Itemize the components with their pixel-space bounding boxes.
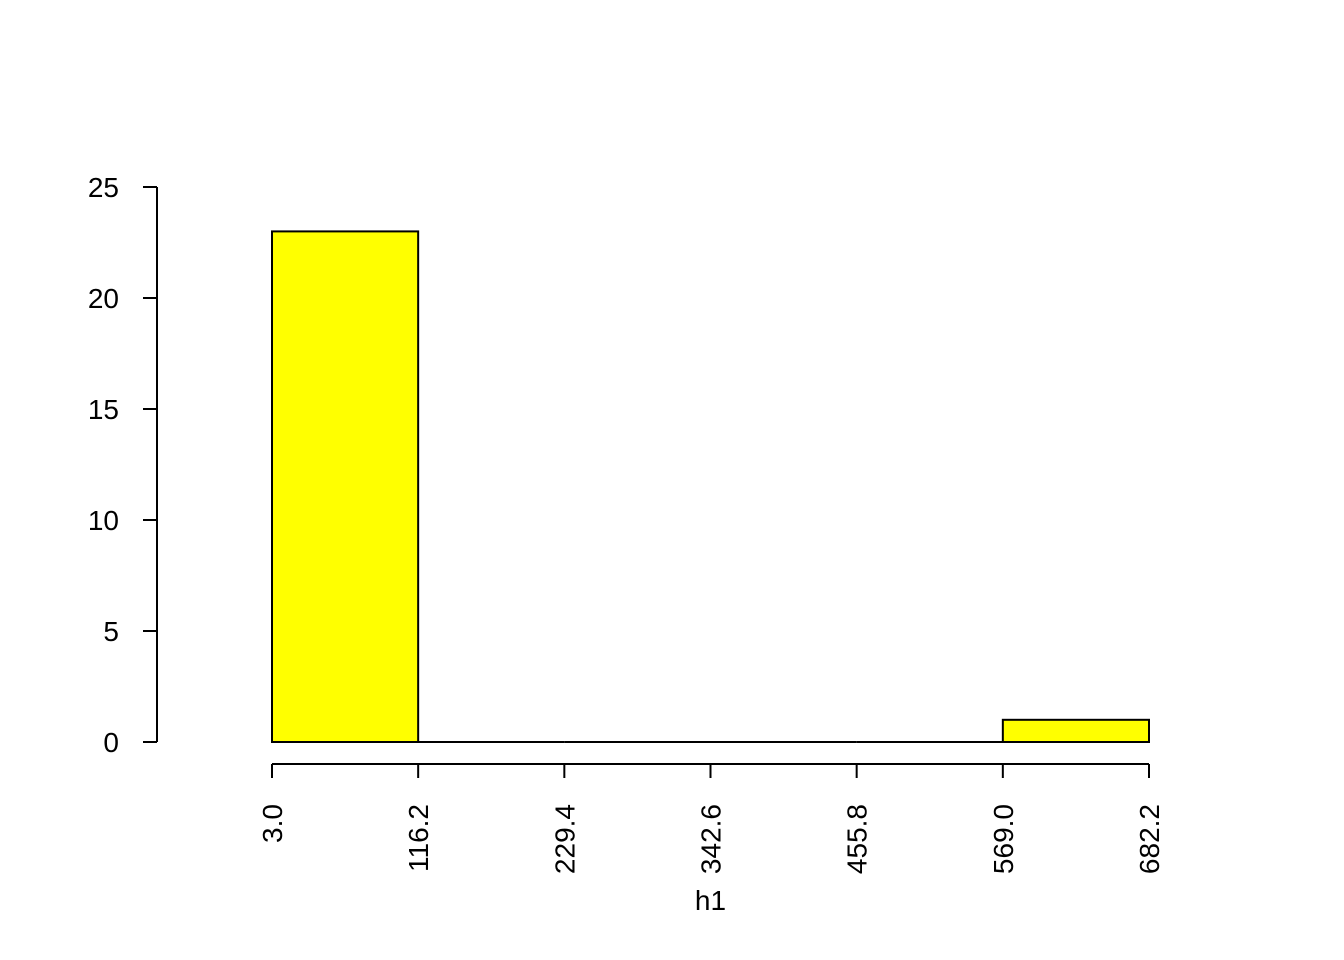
x-tick-label: 455.8 [842,804,873,874]
y-tick-label: 10 [88,505,119,536]
x-tick-label: 342.6 [696,804,727,874]
y-tick-label: 15 [88,394,119,425]
histogram-bar [1001,718,1150,743]
y-axis: 0 5 10 15 20 25 [88,172,158,758]
histogram-bars [271,230,1150,743]
y-tick-label: 5 [103,616,119,647]
x-tick-label: 229.4 [549,804,580,874]
x-axis: 3.0 116.2 229.4 342.6 455.8 569.0 682.2 [257,763,1165,874]
x-tick-label: 116.2 [403,804,434,872]
y-tick-label: 0 [103,727,119,758]
histogram-bar [271,230,420,743]
y-tick-label: 20 [88,283,119,314]
x-tick-label: 569.0 [988,804,1019,874]
y-tick-label: 25 [88,172,119,203]
x-axis-title: h1 [695,885,726,916]
x-tick-label: 682.2 [1134,804,1165,874]
x-tick-label: 3.0 [257,804,288,843]
